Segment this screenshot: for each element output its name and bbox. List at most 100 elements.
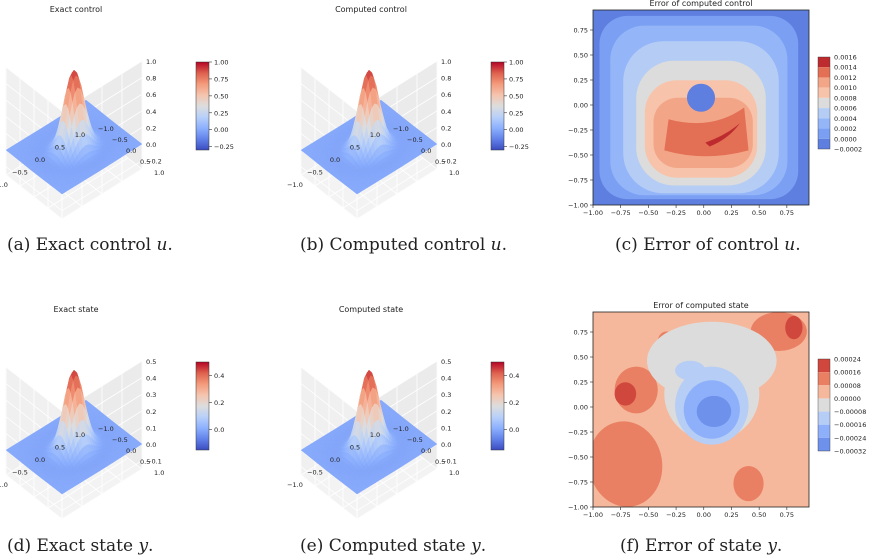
surface-mesh — [5, 69, 143, 195]
x-tick-label: 0.5 — [350, 444, 360, 452]
y-tick-label: −0.5 — [407, 136, 423, 144]
colorbar-tick-label: −0.00024 — [834, 434, 866, 442]
colorbar-tick-label: 0.0000 — [834, 135, 857, 143]
y-tick-label: −0.75 — [568, 479, 588, 487]
y-tick-label: −0.5 — [407, 436, 423, 444]
caption-e: (e) Computed state y. — [300, 536, 487, 556]
y-tick-label: −0.75 — [568, 177, 588, 185]
colorbar — [490, 61, 505, 151]
x-tick-label: −0.75 — [611, 209, 631, 217]
z-tick-label: 1.0 — [441, 58, 451, 66]
colorbar-tick-label: 0.2 — [509, 399, 519, 407]
y-tick-label: 0.5 — [435, 458, 445, 466]
y-tick-label: 0.00 — [574, 102, 588, 110]
chart-title: Error of computed control — [650, 0, 753, 8]
y-tick-label: −1.0 — [393, 425, 409, 433]
x-tick-label: 1.0 — [370, 131, 380, 139]
z-tick-label: 0.4 — [146, 108, 156, 116]
y-tick-label: 0.00 — [574, 404, 588, 412]
y-tick-label: 0.25 — [574, 77, 588, 85]
colorbar-band — [818, 67, 830, 78]
z-tick-label: 1.0 — [146, 58, 156, 66]
z-tick-label: 0.0 — [441, 441, 451, 449]
colorbar-tick-label: −0.00032 — [834, 448, 866, 456]
z-tick-label: 0.1 — [146, 424, 156, 432]
chart-title: Error of computed state — [653, 301, 749, 310]
z-tick-label: 0.0 — [146, 141, 156, 149]
y-tick-label: −0.5 — [112, 436, 128, 444]
colorbar-tick-label: 0.75 — [214, 75, 228, 83]
x-tick-label: 0.50 — [752, 209, 766, 217]
x-tick-label: 0.5 — [55, 144, 65, 152]
y-tick-label: −1.0 — [98, 125, 114, 133]
y-tick-label: 0.50 — [574, 354, 588, 362]
level-region — [733, 466, 764, 502]
grid-line — [61, 168, 143, 220]
z-tick-label: 0.2 — [146, 124, 156, 132]
x-tick-label: −0.5 — [12, 469, 28, 477]
surface-plot-d: Exact state−0.10.00.10.20.30.40.5−1.0−0.… — [0, 305, 224, 520]
z-tick-label: 0.5 — [441, 358, 451, 366]
colorbar-band — [818, 385, 830, 399]
colorbar-tick-label: 0.00 — [509, 126, 523, 134]
caption-f: (f) Error of state y. — [620, 536, 783, 556]
colorbar-band — [818, 118, 830, 129]
caption-b: (b) Computed control u. — [300, 235, 508, 255]
colorbar-tick-label: 0.0 — [214, 426, 224, 434]
colorbar-tick-label: 1.00 — [509, 59, 523, 67]
x-tick-label: −1.00 — [583, 511, 603, 519]
x-tick-label: −1.0 — [287, 181, 303, 189]
caption-a: (a) Exact control u. — [7, 235, 173, 255]
grid-line — [342, 157, 424, 209]
x-tick-label: 0.0 — [35, 156, 45, 164]
colorbar-tick-label: 0.0014 — [834, 64, 857, 72]
colorbar-tick-label: 0.50 — [509, 92, 523, 100]
x-tick-label: −0.50 — [638, 511, 658, 519]
z-tick-label: 0.2 — [441, 124, 451, 132]
colorbar-band — [818, 359, 830, 373]
y-tick-label: 1.0 — [449, 469, 459, 477]
grid-line — [5, 166, 63, 212]
x-tick-label: 0.0 — [330, 156, 340, 164]
y-tick-label: 0.75 — [574, 27, 588, 35]
x-tick-label: −1.0 — [0, 481, 8, 489]
x-tick-label: 0.5 — [55, 444, 65, 452]
y-tick-label: −0.50 — [568, 454, 588, 462]
x-tick-label: −0.25 — [666, 511, 686, 519]
colorbar-tick-label: 0.0004 — [834, 115, 857, 123]
z-tick-label: −0.2 — [441, 158, 457, 166]
z-tick-label: 0.0 — [146, 441, 156, 449]
colorbar-band — [818, 411, 830, 425]
grid-line — [356, 168, 438, 220]
chart-title: Computed control — [335, 5, 407, 14]
colorbar — [490, 361, 505, 451]
surface-plot-e: Computed state−0.10.00.10.20.30.40.5−1.0… — [287, 305, 519, 520]
level-region — [675, 360, 706, 381]
colorbar-band — [818, 128, 830, 139]
level-region — [686, 83, 716, 112]
level-region — [785, 315, 803, 340]
colorbar-band — [818, 424, 830, 438]
z-tick-label: 0.8 — [146, 75, 156, 83]
colorbar-tick-label: 0.00000 — [834, 395, 861, 403]
y-tick-label: −0.25 — [568, 429, 588, 437]
chart-title: Exact control — [50, 5, 103, 14]
colorbar-tick-label: 0.50 — [214, 92, 228, 100]
colorbar-tick-label: 0.25 — [509, 109, 523, 117]
z-tick-label: 0.1 — [441, 424, 451, 432]
colorbar-tick-label: 0.0012 — [834, 74, 857, 82]
x-tick-label: 0.25 — [724, 511, 738, 519]
colorbar-tick-label: −0.25 — [214, 143, 234, 151]
y-tick-label: −0.5 — [112, 136, 128, 144]
surface-plot-b: Computed control −0.2 0.0 0.2 0.4 0.6 0.8 1.0 −1… — [287, 5, 529, 220]
x-tick-label: 0.50 — [752, 511, 766, 519]
colorbar-tick-label: 0.25 — [214, 109, 228, 117]
z-tick-label: 0.2 — [146, 408, 156, 416]
colorbar-tick-label: 0.00 — [214, 126, 228, 134]
x-tick-label: 0.00 — [697, 511, 711, 519]
z-tick-label: 0.8 — [441, 75, 451, 83]
z-tick-label: 0.4 — [441, 375, 451, 383]
x-tick-label: −1.0 — [0, 181, 8, 189]
caption-c: (c) Error of control u. — [615, 235, 801, 255]
